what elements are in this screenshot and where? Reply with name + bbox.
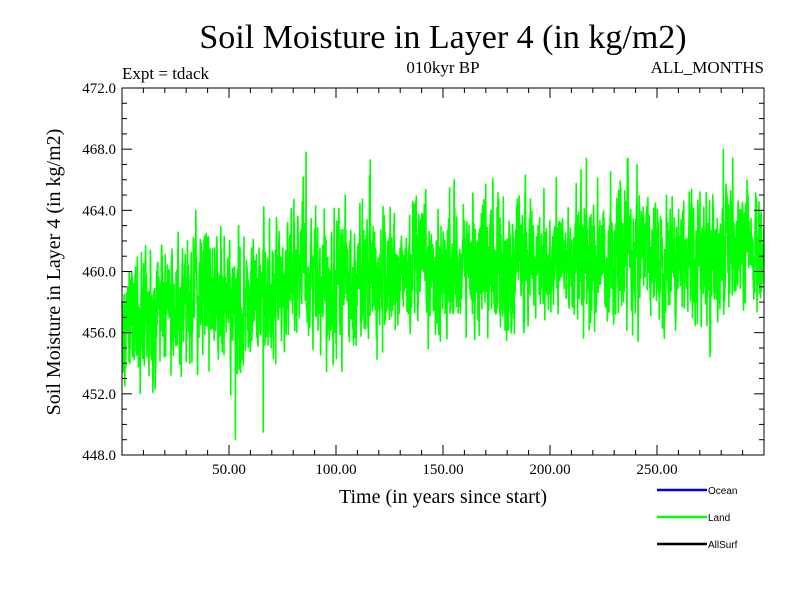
chart-subtitle: 010kyr BP [406, 58, 479, 77]
experiment-label: Expt = tdack [122, 64, 210, 83]
y-tick-label: 448.0 [82, 448, 116, 464]
y-axis-label: Soil Moisture in Layer 4 (in kg/m2) [43, 129, 65, 416]
x-tick-label: 150.00 [422, 462, 463, 478]
months-label: ALL_MONTHS [651, 58, 764, 77]
legend-label-land: Land [708, 513, 730, 524]
series-line-land [121, 148, 765, 441]
y-tick-label: 464.0 [82, 203, 116, 219]
legend-label-allsurf: AllSurf [708, 540, 738, 551]
legend-label-ocean: Ocean [708, 486, 737, 497]
legend: Ocean Land AllSurf [657, 486, 738, 551]
axes-layer: 50.00 100.00 150.00 200.00 250.00 448.0 452.0 4… [82, 81, 765, 478]
y-tick-label: 472.0 [82, 81, 116, 97]
series-layer [121, 148, 765, 441]
y-tick-label: 460.0 [82, 265, 116, 281]
y-tick-label: 456.0 [82, 326, 116, 342]
x-tick-label: 100.00 [315, 462, 356, 478]
chart-title: Soil Moisture in Layer 4 (in kg/m2) [199, 19, 686, 56]
x-tick-label: 200.00 [529, 462, 570, 478]
x-tick-label: 50.00 [212, 462, 246, 478]
x-axis-label: Time (in years since start) [339, 486, 547, 508]
y-tick-label: 452.0 [82, 387, 116, 403]
y-tick-label: 468.0 [82, 142, 116, 158]
x-tick-label: 250.00 [636, 462, 677, 478]
